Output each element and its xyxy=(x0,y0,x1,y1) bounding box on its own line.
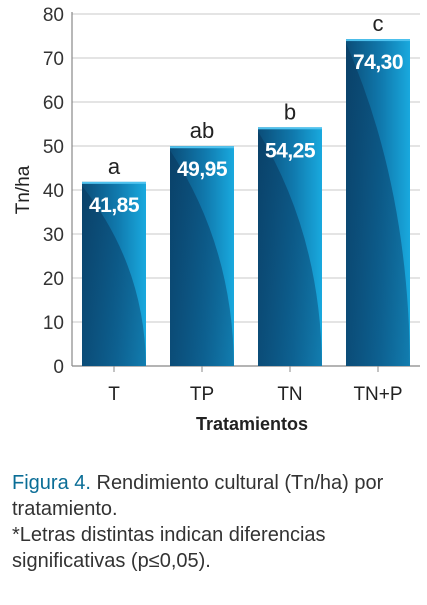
x-axis-title: Tratamientos xyxy=(196,414,308,434)
figure-label: Figura 4. xyxy=(12,472,91,494)
bar-top-highlight-T xyxy=(82,181,146,184)
x-tick-label-T: T xyxy=(108,384,120,405)
y-tick-label-80: 80 xyxy=(43,5,64,26)
bar-top-highlight-TP xyxy=(170,146,234,149)
figure-note: *Letras distintas indican diferencias si… xyxy=(12,524,326,572)
bar-top-highlight-TN+P xyxy=(346,39,410,42)
significance-letter-TN+P: c xyxy=(373,11,384,36)
data-label-TN+P: 74,30 xyxy=(353,51,403,74)
y-tick-label-0: 0 xyxy=(53,357,64,378)
x-tick-label-TN+P: TN+P xyxy=(353,384,402,405)
y-tick-label-40: 40 xyxy=(43,181,64,202)
y-tick-label-30: 30 xyxy=(43,225,64,246)
x-tick-label-TN: TN xyxy=(277,384,302,405)
bar-shade-TP xyxy=(170,150,234,366)
significance-letter-TN: b xyxy=(284,99,296,124)
y-axis-title: Tn/ha xyxy=(13,165,34,214)
bar-shade-T xyxy=(82,185,146,366)
data-label-T: 41,85 xyxy=(89,194,140,217)
figure-title: Rendimiento cultural (Tn/ha) por tratami… xyxy=(12,472,384,520)
data-label-TP: 49,95 xyxy=(177,158,228,181)
y-tick-label-70: 70 xyxy=(43,49,64,70)
x-tick-label-TP: TP xyxy=(190,384,214,405)
significance-letter-T: a xyxy=(108,154,121,179)
significance-letter-TP: ab xyxy=(190,118,214,143)
figure-caption: Figura 4. Rendimiento cultural (Tn/ha) p… xyxy=(12,470,417,574)
y-tick-label-20: 20 xyxy=(43,269,64,290)
bar-shade-TN+P xyxy=(346,43,410,366)
bar-top-highlight-TN xyxy=(258,127,322,130)
y-tick-label-60: 60 xyxy=(43,93,64,114)
y-tick-label-50: 50 xyxy=(43,137,64,158)
y-tick-label-10: 10 xyxy=(43,313,64,334)
bar-shade-TN xyxy=(258,131,322,366)
data-label-TN: 54,25 xyxy=(265,139,316,162)
bar-chart: 0 10 20 30 40 50 60 70 80 41,85 a T 49,95 ab TP 54,25 b T… xyxy=(13,5,420,434)
